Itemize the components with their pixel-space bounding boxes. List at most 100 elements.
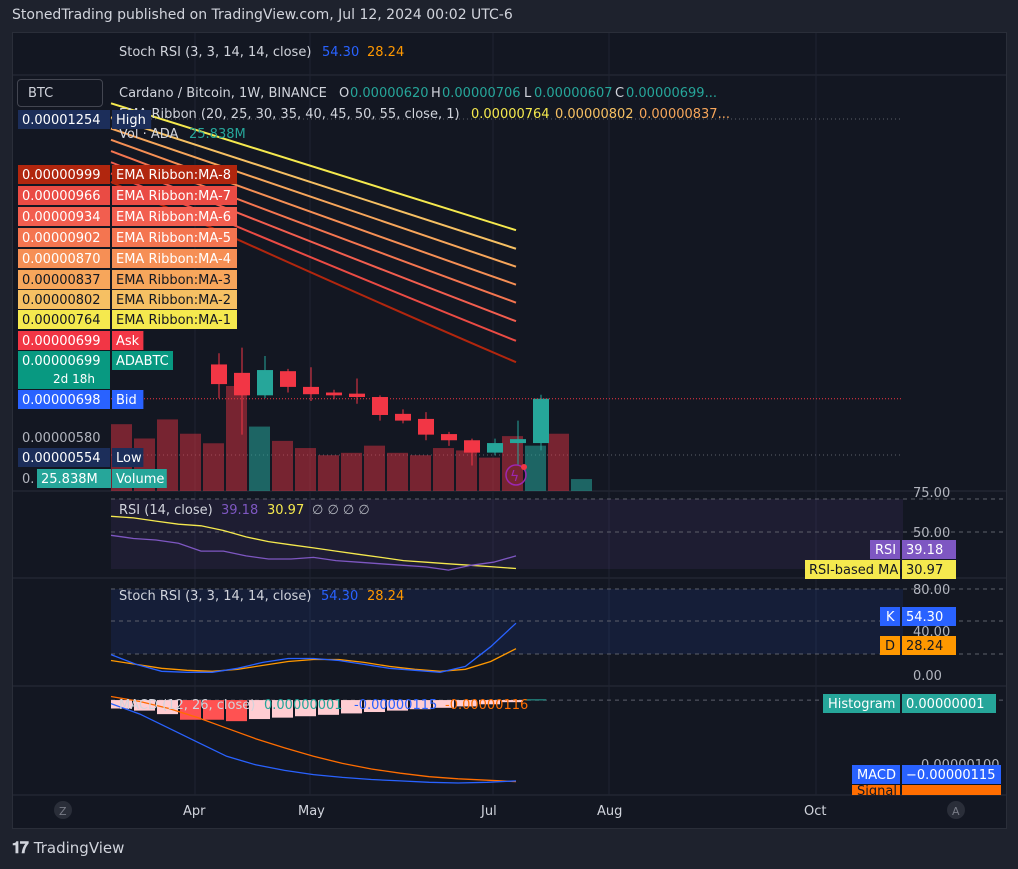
volume-bar (548, 433, 569, 491)
price-label-value: 0.00000698 (22, 393, 101, 408)
macd-badge-bg (852, 765, 900, 784)
ema-ribbon-label: EMA Ribbon (20, 25, 30, 35, 40, 45, 50, … (119, 107, 460, 122)
macd-badge-name: MACD (857, 768, 896, 783)
candle-body (418, 418, 434, 435)
macd-badge-value-bg (902, 765, 1001, 784)
ohlc-low: 0.00000607 (534, 86, 613, 101)
rsi-pane[interactable]: 75.00 50.00 RSI 39.18 RSI-based MA 30.97 (110, 486, 1003, 579)
rsi-badge-value: 39.18 (906, 543, 943, 558)
price-label-value: 0.00000870 (22, 252, 101, 267)
candle-body (510, 439, 526, 444)
macd-histogram-bar (249, 700, 270, 720)
signal-badge-name: Signal (857, 784, 897, 799)
candle-body (464, 440, 480, 453)
price-label-low: 0.00000554 Low (18, 448, 144, 467)
x-axis-label: May (298, 804, 325, 819)
x-axis[interactable]: Apr May Jul Aug Oct Z A (54, 801, 965, 819)
volume-bar (341, 452, 362, 491)
macd-histogram-bar (318, 700, 339, 715)
candle-body (326, 392, 342, 396)
macd-histogram-bar (157, 700, 178, 715)
price-label-name-bg (112, 448, 144, 467)
macd-histogram-bar (341, 700, 362, 714)
price-label-name-bg (112, 469, 167, 488)
ohlc-o-label: O (339, 86, 349, 101)
candle-body (211, 364, 227, 385)
price-label-bg (18, 249, 110, 268)
stoch-tick: 0.00 (913, 669, 942, 684)
price-label-prefix: 0. (22, 472, 34, 487)
macd-histogram-bar (479, 700, 500, 705)
price-label-value: 0.00000902 (22, 231, 101, 246)
macd-label: MACD (12, 26, close) (119, 698, 255, 713)
stoch-k-value: 54.30 (321, 589, 358, 604)
volume-label: Vol · ADA (119, 127, 179, 142)
price-label-name-bg (112, 390, 144, 409)
macd-histogram-bar (502, 700, 523, 703)
price-label-value: 0.00000580 (22, 431, 101, 446)
stoch-d-value: 28.24 (367, 589, 404, 604)
price-label-bg (18, 331, 110, 350)
rsi-extras: ∅ ∅ ∅ ∅ (312, 503, 370, 518)
macd-pane[interactable]: 0.00000100Histogram0.00000001MACD−0.0000… (110, 694, 1003, 799)
volume-bar (364, 445, 385, 491)
top-stoch-label: Stoch RSI (3, 3, 14, 14, close) (119, 45, 311, 60)
price-label-name: EMA Ribbon:MA-1 (116, 313, 231, 328)
tradingview-logo-icon: 𝟏𝟕 (12, 838, 29, 857)
price-label-name: EMA Ribbon:MA-6 (116, 210, 231, 225)
candle-body (257, 370, 273, 396)
macd-signal-value: -0.00000116 (445, 698, 528, 713)
price-label-name-bg (112, 290, 237, 309)
rsi-badge-value-bg (902, 540, 956, 559)
timezone-icon (54, 801, 72, 819)
macd-signal-line (110, 695, 517, 783)
rsi-tick: 50.00 (913, 526, 950, 541)
price-label-name: EMA Ribbon:MA-2 (116, 293, 231, 308)
chart-canvas[interactable]: ϟ 75.00 50.00 RSI 39.18 RSI-based MA 30.97 80… (13, 33, 1006, 828)
volume-bar (433, 448, 454, 491)
rsi-ma-badge-bg (805, 560, 900, 579)
main-pane[interactable]: ϟ (110, 102, 903, 491)
ohlc-c-label: C (615, 86, 624, 101)
stoch-d-badge-value-bg (902, 636, 956, 655)
candle-body (349, 393, 365, 398)
stoch-label: Stoch RSI (3, 3, 14, 14, close) (119, 589, 311, 604)
x-axis-label: Oct (804, 804, 826, 819)
price-label-value: 0.00000699 (22, 354, 101, 369)
macd-histogram-bar (203, 700, 224, 720)
price-label-bg (18, 390, 110, 409)
price-label-value: 0.00000934 (22, 210, 101, 225)
candle-body (234, 372, 250, 396)
macd-histogram-bar (272, 700, 293, 718)
macd-histogram-bar (410, 700, 431, 710)
volume-bar (456, 450, 477, 491)
hist-badge-value: 0.00000001 (906, 697, 985, 712)
price-label-value: 25.838M (41, 472, 98, 487)
stoch-d-badge-value: 28.24 (906, 639, 943, 654)
volume-bar (571, 479, 592, 491)
rsi-label: RSI (14, close) (119, 503, 213, 518)
footer-brand-text: TradingView (33, 839, 125, 857)
price-label-bg (18, 186, 110, 205)
auto-scale-icon-glyph: A (952, 805, 960, 818)
candle-body (533, 398, 549, 444)
price-label-name-bg (112, 310, 237, 329)
price-label-bg (18, 165, 110, 184)
price-label-ema-ribbon-ma-7: 0.00000966 EMA Ribbon:MA-7 (18, 186, 237, 205)
volume-bar (387, 452, 408, 491)
price-label-name-bg (112, 270, 237, 289)
footer-brand: 𝟏𝟕 TradingView (12, 838, 124, 858)
price-label-name-bg (112, 249, 237, 268)
price-label-name-bg (112, 207, 237, 226)
volume-bar (410, 455, 431, 491)
ohlc-h-label: H (431, 86, 441, 101)
signal-badge-value-bg (902, 785, 1001, 795)
price-label-high: 0.00001254 High (18, 110, 152, 129)
price-label-name-bg (112, 110, 152, 129)
ohlc-l-label: L (524, 86, 532, 101)
rsi-tick: 75.00 (913, 486, 950, 501)
symbol-search-box[interactable]: BTC (17, 79, 103, 107)
hist-badge-name: Histogram (828, 697, 895, 712)
